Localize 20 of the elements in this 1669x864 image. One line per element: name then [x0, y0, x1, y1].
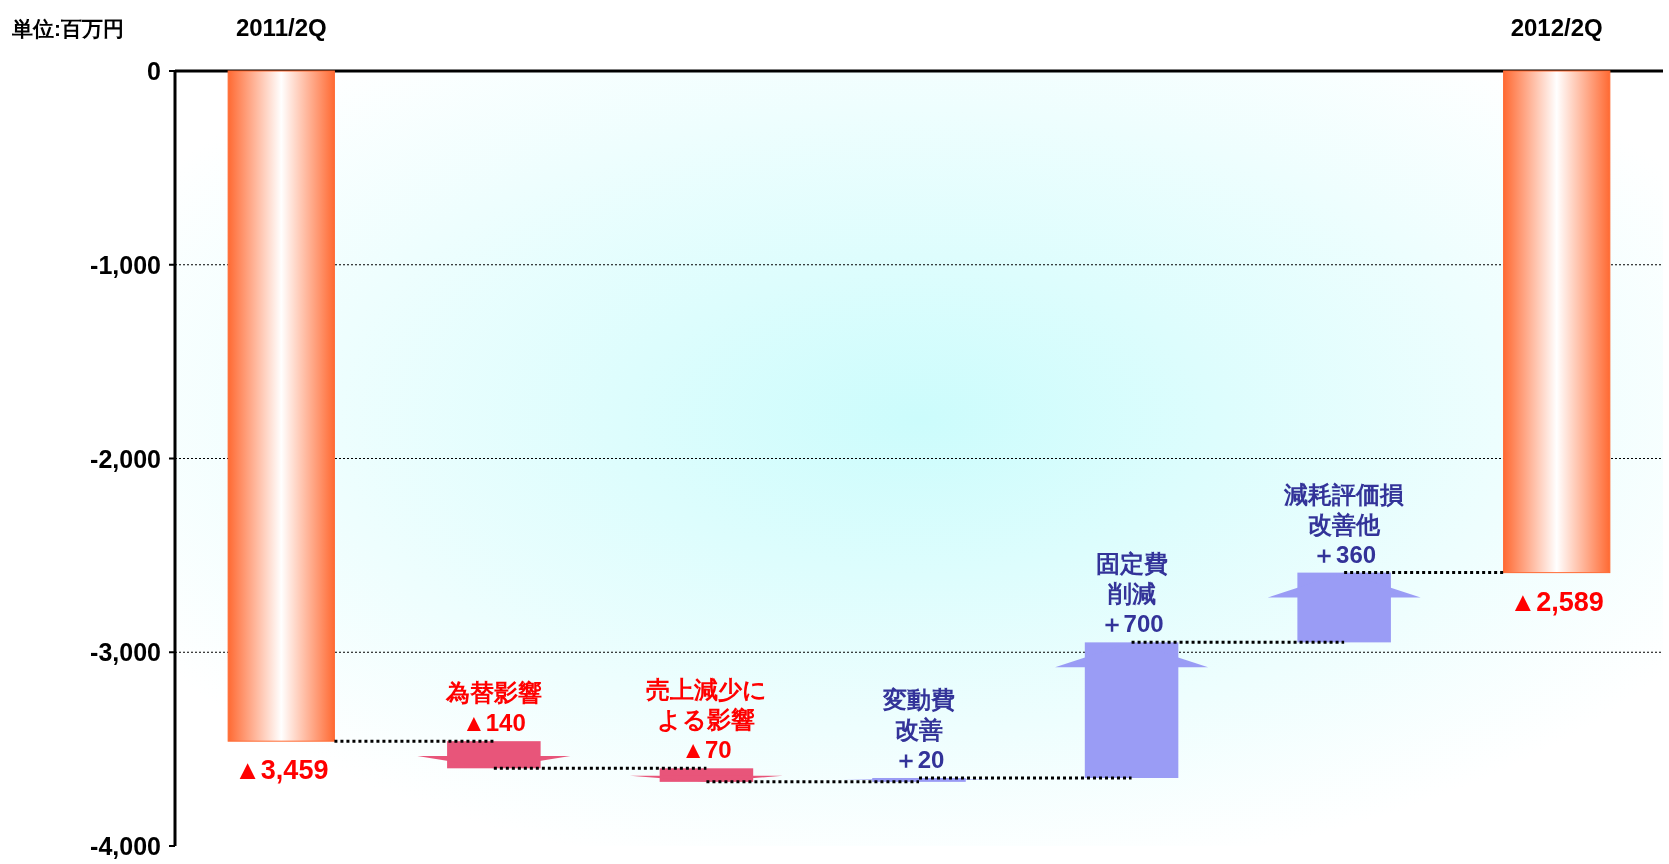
y-axis-title: 単位:百万円	[11, 17, 124, 40]
y-tick-label: -4,000	[90, 832, 161, 860]
data-label: ▲3,459	[234, 755, 329, 786]
x-tick-label: 固定費削減	[1095, 550, 1168, 608]
x-tick-label: 為替影響	[444, 679, 542, 707]
data-label: ▲2,589	[1509, 586, 1604, 617]
data-label: ＋700	[1099, 610, 1164, 638]
x-tick-label: 2012/2Q	[1510, 14, 1603, 41]
data-label: ▲140	[461, 709, 526, 737]
y-tick-label: 0	[147, 57, 161, 85]
x-tick-label: 2011/2Q	[235, 14, 327, 41]
data-label: ＋360	[1312, 540, 1377, 568]
x-tick-label: 変動費改善	[882, 685, 955, 743]
x-tick-label: 減耗評価損改善他	[1283, 480, 1405, 538]
y-tick-label: -1,000	[90, 250, 161, 279]
data-label: ▲70	[681, 736, 732, 764]
y-tick-label: -2,000	[90, 444, 161, 473]
data-label: ＋20	[893, 745, 945, 773]
y-tick-label: -3,000	[90, 638, 161, 667]
x-tick-label: 売上減少による影響	[645, 676, 767, 734]
